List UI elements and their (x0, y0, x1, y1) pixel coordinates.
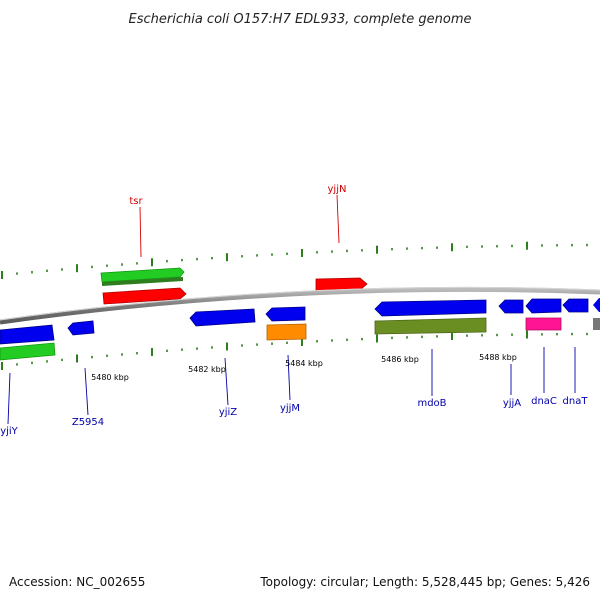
scale-label: 5484 kbp (285, 359, 323, 368)
gene-label-mdoB[interactable]: mdoB (417, 398, 446, 409)
gene-label-Z5954[interactable]: Z5954 (72, 417, 104, 428)
gene-bar-yjiY-green[interactable] (0, 342, 56, 361)
gene-bar-yjjA[interactable] (498, 299, 524, 314)
gene-bar-dnaC-magenta[interactable] (525, 317, 562, 331)
gene-bar-mdoB-olive[interactable] (374, 317, 487, 335)
gene-bar-yjjN[interactable] (315, 277, 368, 293)
gene-bar-Z5954[interactable] (67, 320, 95, 336)
gene-label-yjjM[interactable]: yjjM (280, 403, 300, 414)
gene-bar-tsr-darkgreen[interactable] (102, 277, 183, 286)
gene-label-yjjA[interactable]: yjjA (503, 398, 521, 409)
gene-label-yjiZ[interactable]: yjiZ (219, 407, 237, 418)
gene-bar-yjjM-orange[interactable] (266, 323, 307, 341)
outer-tick-ring (1, 241, 588, 279)
gene-bar-yjiY-blue[interactable] (0, 324, 55, 345)
scale-label: 5488 kbp (479, 353, 517, 362)
genome-backbone (0, 286, 600, 325)
gene-label-dnaC[interactable]: dnaC (531, 396, 557, 407)
gene-bar-mdoB-blue[interactable] (374, 299, 487, 317)
forward-features (100, 267, 368, 305)
reverse-features (0, 298, 600, 361)
scale-label: 5480 kbp (91, 373, 129, 382)
gene-bar-yjiZ[interactable] (189, 308, 256, 327)
accession-text: Accession: NC_002655 (9, 575, 145, 589)
map-title: Escherichia coli O157:H7 EDL933, complet… (129, 12, 472, 27)
scale-label: 5482 kbp (188, 365, 226, 374)
gene-label-tsr[interactable]: tsr (129, 196, 143, 207)
gene-bar-tsr-green[interactable] (100, 267, 185, 283)
gene-bar-edge-gray[interactable] (593, 318, 600, 330)
gene-bar-tsr-red[interactable] (102, 287, 187, 305)
gene-bar-dnaC-blue[interactable] (525, 298, 562, 314)
gene-bar-edge-blue[interactable] (593, 298, 600, 312)
genome-summary-text: Topology: circular; Length: 5,528,445 bp… (259, 575, 590, 589)
scale-label: 5486 kbp (381, 355, 419, 364)
gene-label-yjjN[interactable]: yjjN (328, 184, 347, 195)
gene-label-dnaT[interactable]: dnaT (563, 396, 589, 407)
gene-label-yjiY[interactable]: yjiY (0, 426, 18, 437)
label-leaders (7, 194, 576, 425)
backbone-highlight (0, 286, 600, 321)
gene-bar-dnaT[interactable] (562, 298, 589, 313)
gene-bar-yjjM-blue[interactable] (265, 306, 306, 322)
